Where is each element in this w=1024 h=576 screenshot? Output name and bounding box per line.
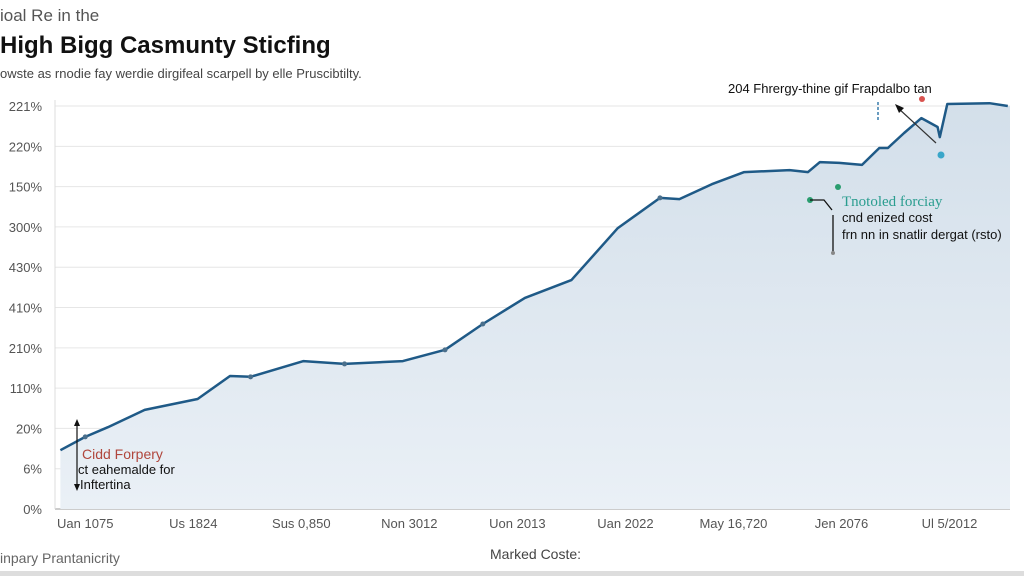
data-point bbox=[248, 374, 254, 380]
chart-kicker: ioal Re in the bbox=[0, 6, 100, 25]
y-tick-label: 150% bbox=[9, 180, 43, 195]
x-tick-label: Sus 0,850 bbox=[272, 516, 331, 531]
annotation-title: Tnotoled forciay bbox=[842, 194, 943, 210]
series-line bbox=[59, 101, 1008, 452]
y-tick-label: 221% bbox=[9, 99, 43, 114]
annotation-text: Inftertina bbox=[80, 477, 131, 492]
x-tick-label: Uan 2022 bbox=[597, 516, 653, 531]
annotation-text: cnd enized cost bbox=[842, 210, 933, 225]
data-point bbox=[480, 321, 486, 327]
y-tick-label: 6% bbox=[23, 462, 42, 477]
x-tick-label: May 16,720 bbox=[699, 516, 767, 531]
y-tick-label: 300% bbox=[9, 220, 43, 235]
annotation-arrow bbox=[897, 107, 937, 144]
annotation-text: ct eahemalde for bbox=[78, 462, 176, 477]
x-tick-label: Uan 1075 bbox=[57, 516, 113, 531]
annotation-title: Cidd Forpery bbox=[82, 446, 163, 462]
x-tick-label: Non 3012 bbox=[381, 516, 437, 531]
y-tick-label: 210% bbox=[9, 341, 43, 356]
x-tick-label: Us 1824 bbox=[169, 516, 217, 531]
bottom-divider bbox=[0, 571, 1024, 576]
y-tick-label: 410% bbox=[9, 301, 43, 316]
arrow-head-down bbox=[74, 484, 80, 491]
connector-end bbox=[831, 251, 835, 255]
green-dot bbox=[835, 184, 841, 190]
annotation-title: 204 Fhrergy-thine gif Frapdalbo tan bbox=[728, 81, 932, 96]
y-tick-label: 0% bbox=[23, 502, 42, 517]
data-point bbox=[657, 195, 663, 201]
arrow-head bbox=[895, 104, 904, 113]
arrow-head-up bbox=[74, 419, 80, 426]
annotation-text: frn nn in snatlir dergat (rsto) bbox=[842, 227, 1002, 242]
annotation-connector bbox=[810, 199, 834, 252]
cyan-dot bbox=[937, 151, 945, 159]
red-dot bbox=[919, 96, 925, 102]
footer-label: inpary Prantanicrity bbox=[0, 550, 120, 566]
data-point bbox=[82, 434, 88, 440]
y-tick-label: 430% bbox=[9, 260, 43, 275]
x-tick-label: Jen 2076 bbox=[815, 516, 869, 531]
chart-title: High Bigg Casmunty Sticfing bbox=[0, 32, 331, 59]
y-tick-label: 20% bbox=[16, 421, 42, 436]
data-point bbox=[342, 361, 348, 367]
data-point bbox=[442, 347, 448, 353]
y-tick-label: 220% bbox=[9, 139, 43, 154]
x-tick-label: Ul 5/2012 bbox=[922, 516, 978, 531]
x-axis-label: Marked Coste: bbox=[490, 546, 582, 562]
y-tick-label: 110% bbox=[10, 381, 43, 396]
chart-subtitle: owste as rnodie fay werdie dirgifeal sca… bbox=[0, 66, 362, 81]
series-area bbox=[60, 103, 1010, 509]
x-tick-label: Uon 2013 bbox=[489, 516, 545, 531]
